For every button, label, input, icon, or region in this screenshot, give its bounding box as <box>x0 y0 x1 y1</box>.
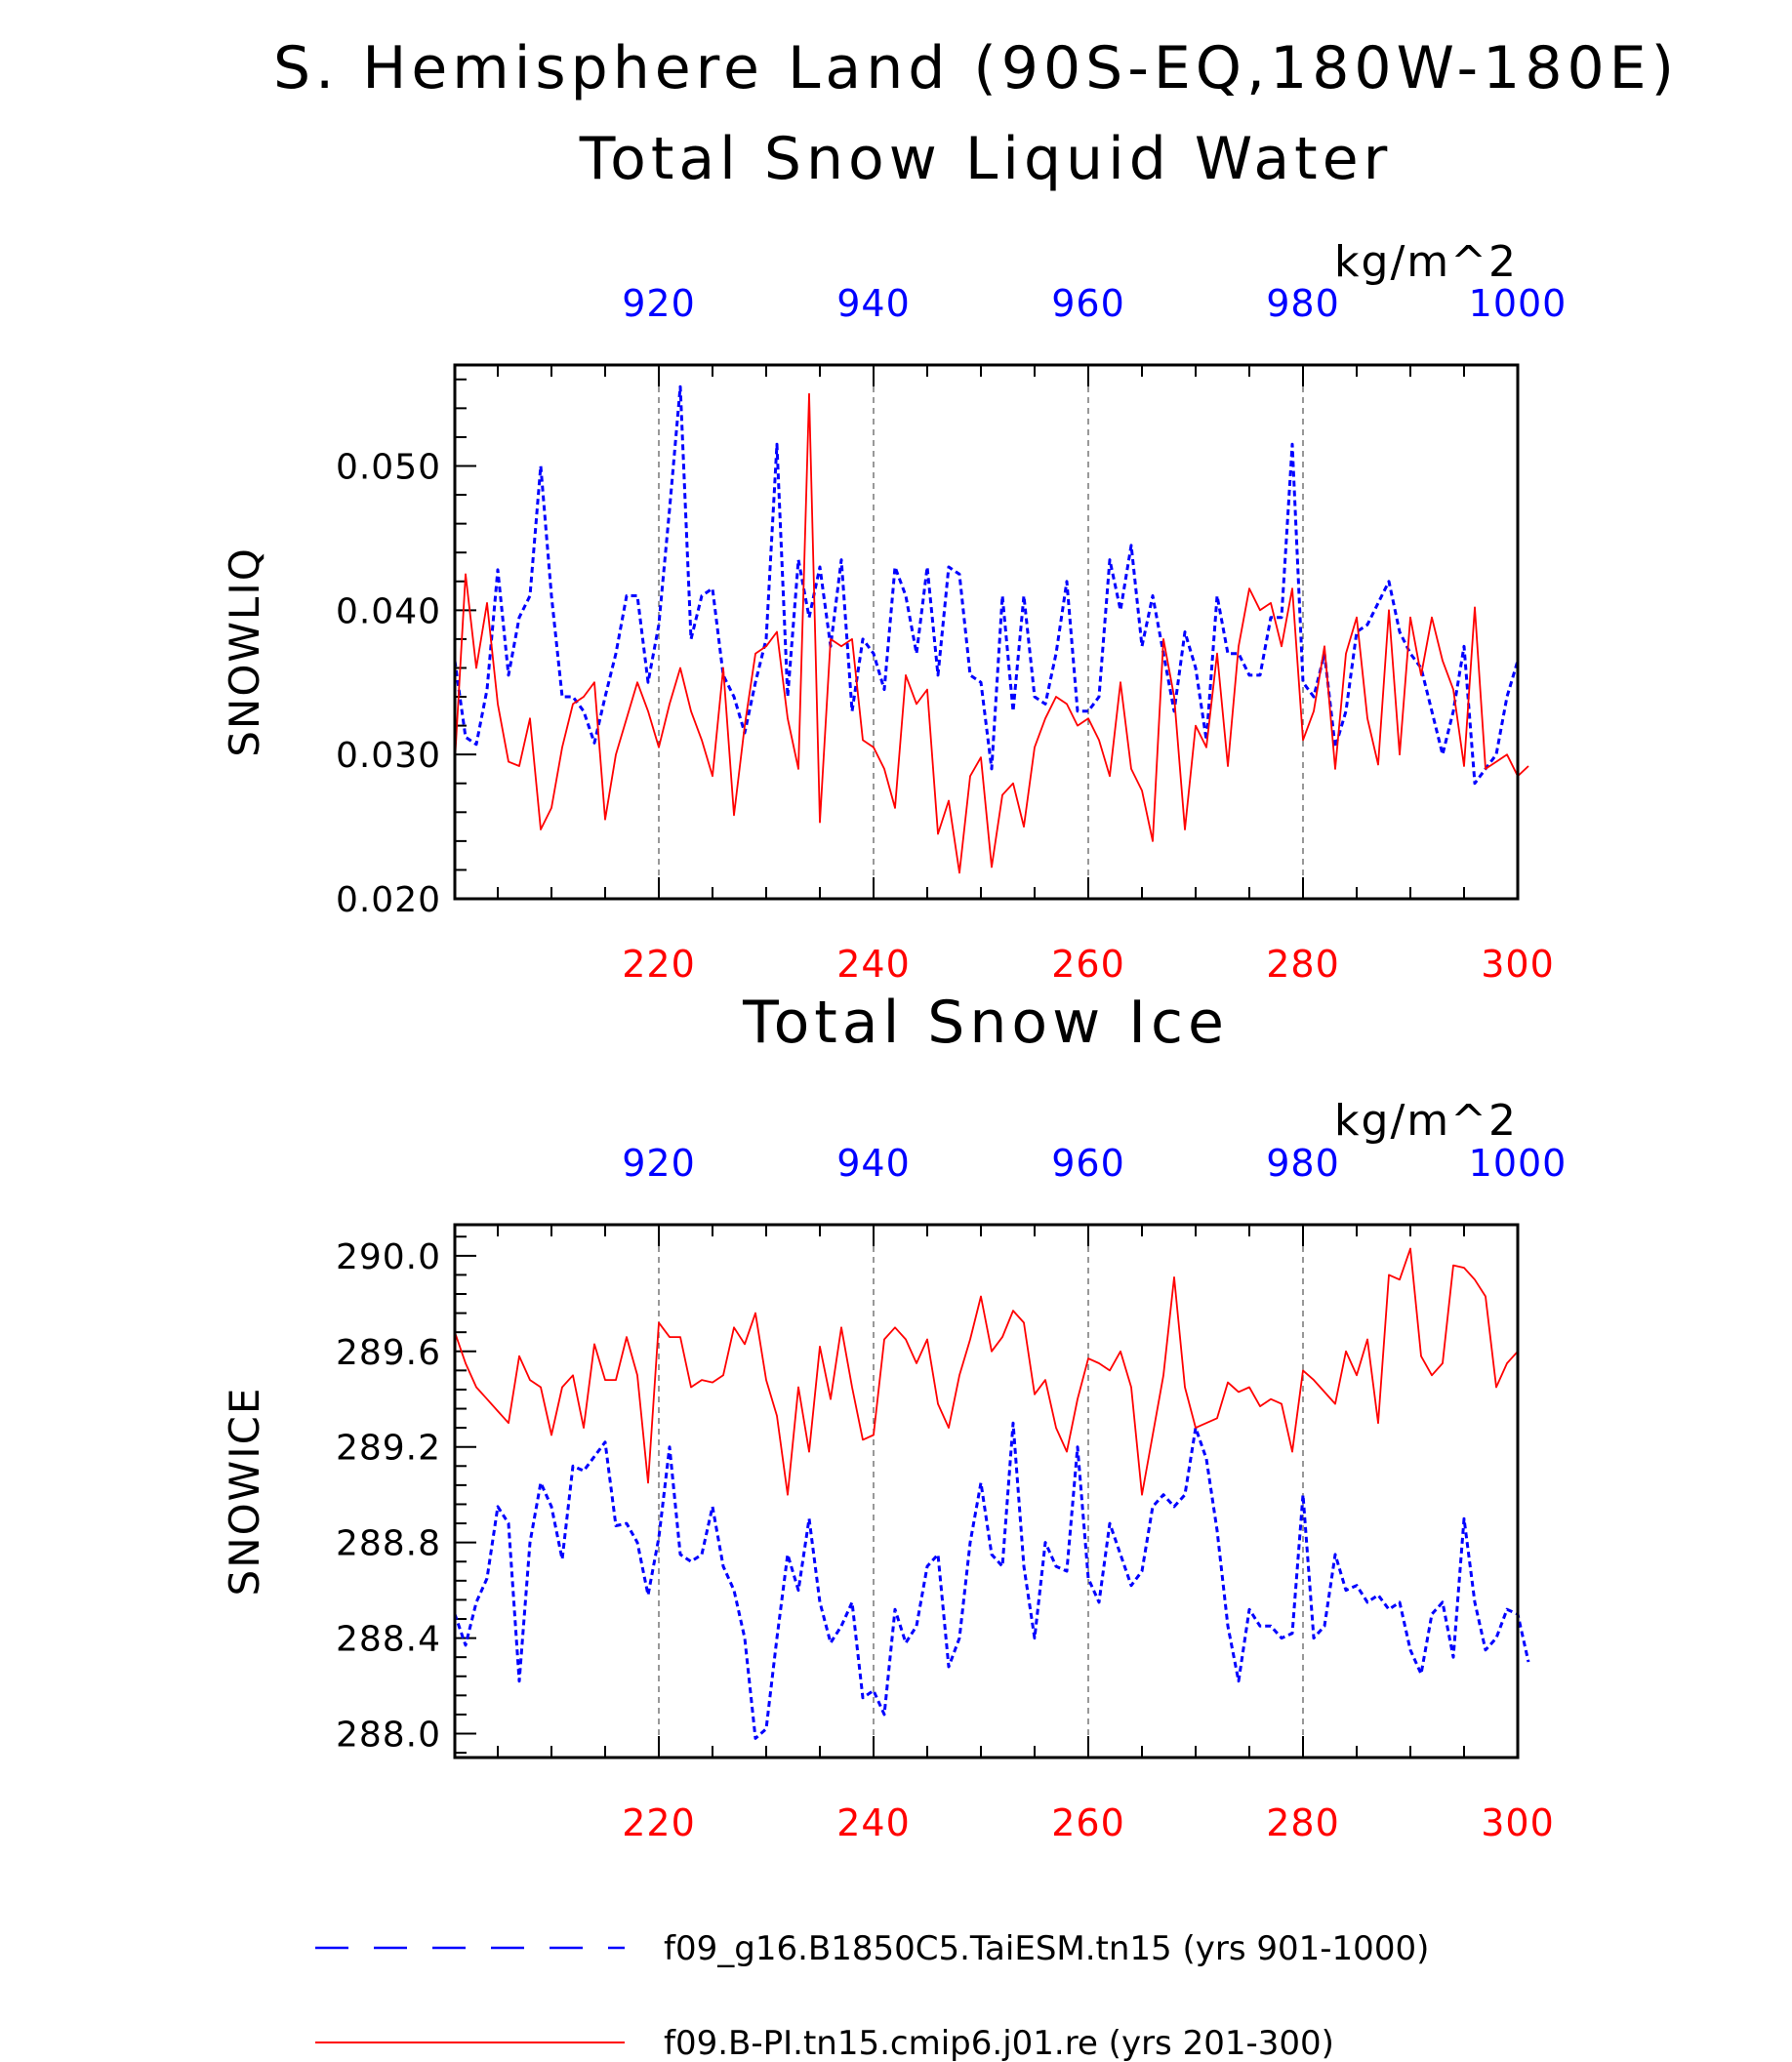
chart2-series-line-red <box>454 1247 1519 1496</box>
chart1-bottom-tick-label: 280 <box>1266 943 1340 986</box>
chart1-top-tick-label: 940 <box>836 282 911 325</box>
chart2-top-tick-label: 940 <box>836 1142 911 1185</box>
chart2-ytick-label: 290.0 <box>336 1237 441 1277</box>
chart1-bottom-tick-label: 260 <box>1051 943 1125 986</box>
chart2-ylabel: SNOWICE <box>221 1387 268 1597</box>
legend: f09_g16.B1850C5.TaiESM.tn15 (yrs 901-100… <box>315 1929 1429 2062</box>
chart1-bottom-tick-label: 240 <box>836 943 911 986</box>
chart1-ylabel: SNOWLIQ <box>221 546 268 757</box>
chart1-ytick-label: 0.050 <box>336 447 441 487</box>
legend-label-red: f09.B-PI.tn15.cmip6.j01.re (yrs 201-300) <box>664 2024 1334 2062</box>
figure-title-line1: S. Hemisphere Land (90S-EQ,180W-180E) <box>273 34 1679 102</box>
chart2-title: Total Snow Ice <box>742 989 1229 1057</box>
chart2-series-line-blue <box>453 1421 1530 1740</box>
chart2-bottom-tick-label: 280 <box>1266 1801 1340 1844</box>
chart1-top-tick-label: 980 <box>1266 282 1340 325</box>
chart1-ytick-label: 0.020 <box>336 880 441 920</box>
chart2-bottom-tick-label: 300 <box>1481 1801 1555 1844</box>
chart2-top-tick-label: 920 <box>622 1142 696 1185</box>
chart1-top-tick-label: 960 <box>1051 282 1125 325</box>
chart1-bottom-tick-label: 300 <box>1481 943 1555 986</box>
chart2-plot: 288.0 288.4 288.8 289.2 289.6 290.0 920 940 960 9… <box>336 1142 1568 1844</box>
chart2-ytick-label: 289.6 <box>336 1333 441 1373</box>
chart2-ytick-label: 288.8 <box>336 1524 441 1564</box>
legend-label-blue: f09_g16.B1850C5.TaiESM.tn15 (yrs 901-100… <box>664 1929 1429 1968</box>
chart2-ytick-label: 289.2 <box>336 1429 441 1469</box>
chart1-units: kg/m^2 <box>1334 237 1518 287</box>
chart1-series-line-blue <box>453 384 1520 786</box>
chart2-bottom-tick-label: 220 <box>622 1801 696 1844</box>
chart2-bottom-tick-label: 240 <box>836 1801 911 1844</box>
chart1-top-tick-label: 1000 <box>1469 282 1568 325</box>
chart2-ytick-label: 288.0 <box>336 1716 441 1756</box>
chart2-bottom-tick-label: 260 <box>1051 1801 1125 1844</box>
chart2-ytick-label: 288.4 <box>336 1620 441 1660</box>
chart1-plot: 0.020 0.030 0.040 0.050 920 940 960 980 1000 220 2… <box>336 282 1568 986</box>
chart1-ytick-label: 0.030 <box>336 736 441 776</box>
chart1-top-tick-label: 920 <box>622 282 696 325</box>
chart1-series-line-red <box>454 392 1529 874</box>
chart2-plot-frame <box>453 1223 1520 1759</box>
chart1-bottom-tick-label: 220 <box>622 943 696 986</box>
chart2-top-tick-label: 960 <box>1051 1142 1125 1185</box>
chart1-plot-frame <box>453 363 1520 901</box>
chart2-units: kg/m^2 <box>1334 1096 1518 1146</box>
chart1-ytick-label: 0.040 <box>336 591 441 631</box>
chart2-top-tick-label: 980 <box>1266 1142 1340 1185</box>
chart1-title: Total Snow Liquid Water <box>579 125 1393 193</box>
chart2-top-tick-label: 1000 <box>1469 1142 1568 1185</box>
